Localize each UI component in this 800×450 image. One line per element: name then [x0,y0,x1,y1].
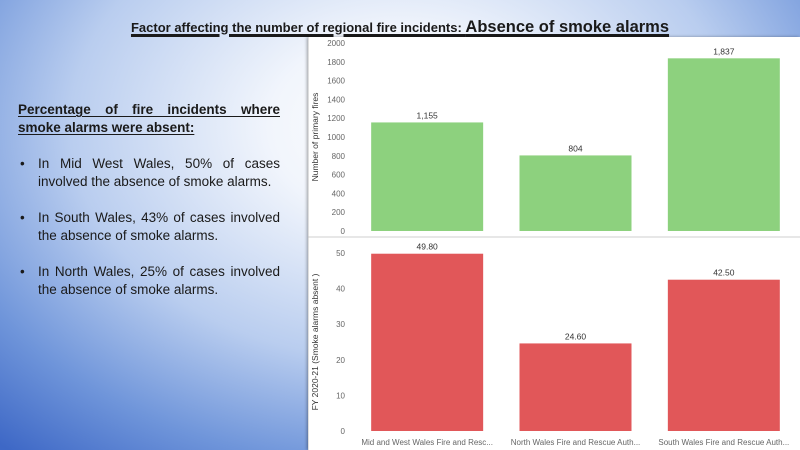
bullet-icon: • [20,264,25,279]
y-tick-label: 40 [336,285,345,294]
y-axis-title: Number of primary fires [310,93,320,182]
bar-0-0 [371,122,484,231]
bullet-icon: • [20,156,25,171]
bar-value-label: 1,837 [713,46,735,56]
bar-1-1 [519,343,632,431]
bar-1-2 [667,279,780,431]
bar-value-label: 24.60 [565,331,587,341]
slide-title-lead: Factor affecting the number of regional … [130,20,466,35]
x-category-label: South Wales Fire and Rescue Auth... [658,438,789,447]
y-tick-label: 2000 [327,39,345,48]
slide-title: Factor affecting the number of regional … [0,11,800,38]
y-tick-label: 1000 [327,133,345,142]
bar-charts: 0200400600800100012001400160018002000Num… [308,37,800,450]
summary-item-south: • In South Wales, 43% of cases involved … [18,209,280,245]
summary-item-text: In South Wales, 43% of cases involved th… [38,210,280,243]
y-tick-label: 600 [332,171,346,180]
summary-item-text: In North Wales, 25% of cases involved th… [38,264,280,297]
bar-value-label: 42.50 [713,268,735,278]
bullet-icon: • [20,210,25,225]
bar-value-label: 804 [568,143,582,153]
summary-item-north: • In North Wales, 25% of cases involved … [18,263,280,299]
slide-title-emphasis: Absence of smoke alarms [465,18,670,36]
bar-value-label: 1,155 [417,110,439,120]
y-tick-label: 400 [332,189,346,198]
bar-0-1 [519,155,632,231]
y-tick-label: 200 [332,208,346,217]
bar-value-label: 49.80 [417,242,439,252]
summary-item-mid-west: • In Mid West Wales, 50% of cases involv… [18,155,280,191]
y-tick-label: 800 [332,152,346,161]
y-tick-label: 0 [341,427,346,436]
summary-list: • In Mid West Wales, 50% of cases involv… [18,155,280,299]
y-tick-label: 20 [336,356,345,365]
summary-item-text: In Mid West Wales, 50% of cases involved… [38,156,280,189]
y-tick-label: 1600 [327,77,345,86]
y-tick-label: 1200 [327,114,345,123]
y-axis-title: FY 2020-21 (Smoke alarms absent ) [310,273,320,410]
x-category-label: North Wales Fire and Rescue Auth... [511,438,641,447]
y-tick-label: 1400 [327,95,345,104]
y-tick-label: 10 [336,391,345,400]
y-tick-label: 1800 [327,58,345,67]
y-tick-label: 30 [336,320,345,329]
summary-panel: Percentage of fire incidents where smoke… [18,101,280,317]
x-category-label: Mid and West Wales Fire and Resc... [361,438,493,447]
bar-0-2 [667,58,780,232]
y-tick-label: 50 [336,249,345,258]
y-tick-label: 0 [341,227,346,236]
summary-heading: Percentage of fire incidents where smoke… [18,102,280,135]
chart-panel: 0 200 400 600 800 1000 1200 1400 1600 1800 2000 Num… [308,37,800,450]
bar-1-0 [371,253,484,431]
